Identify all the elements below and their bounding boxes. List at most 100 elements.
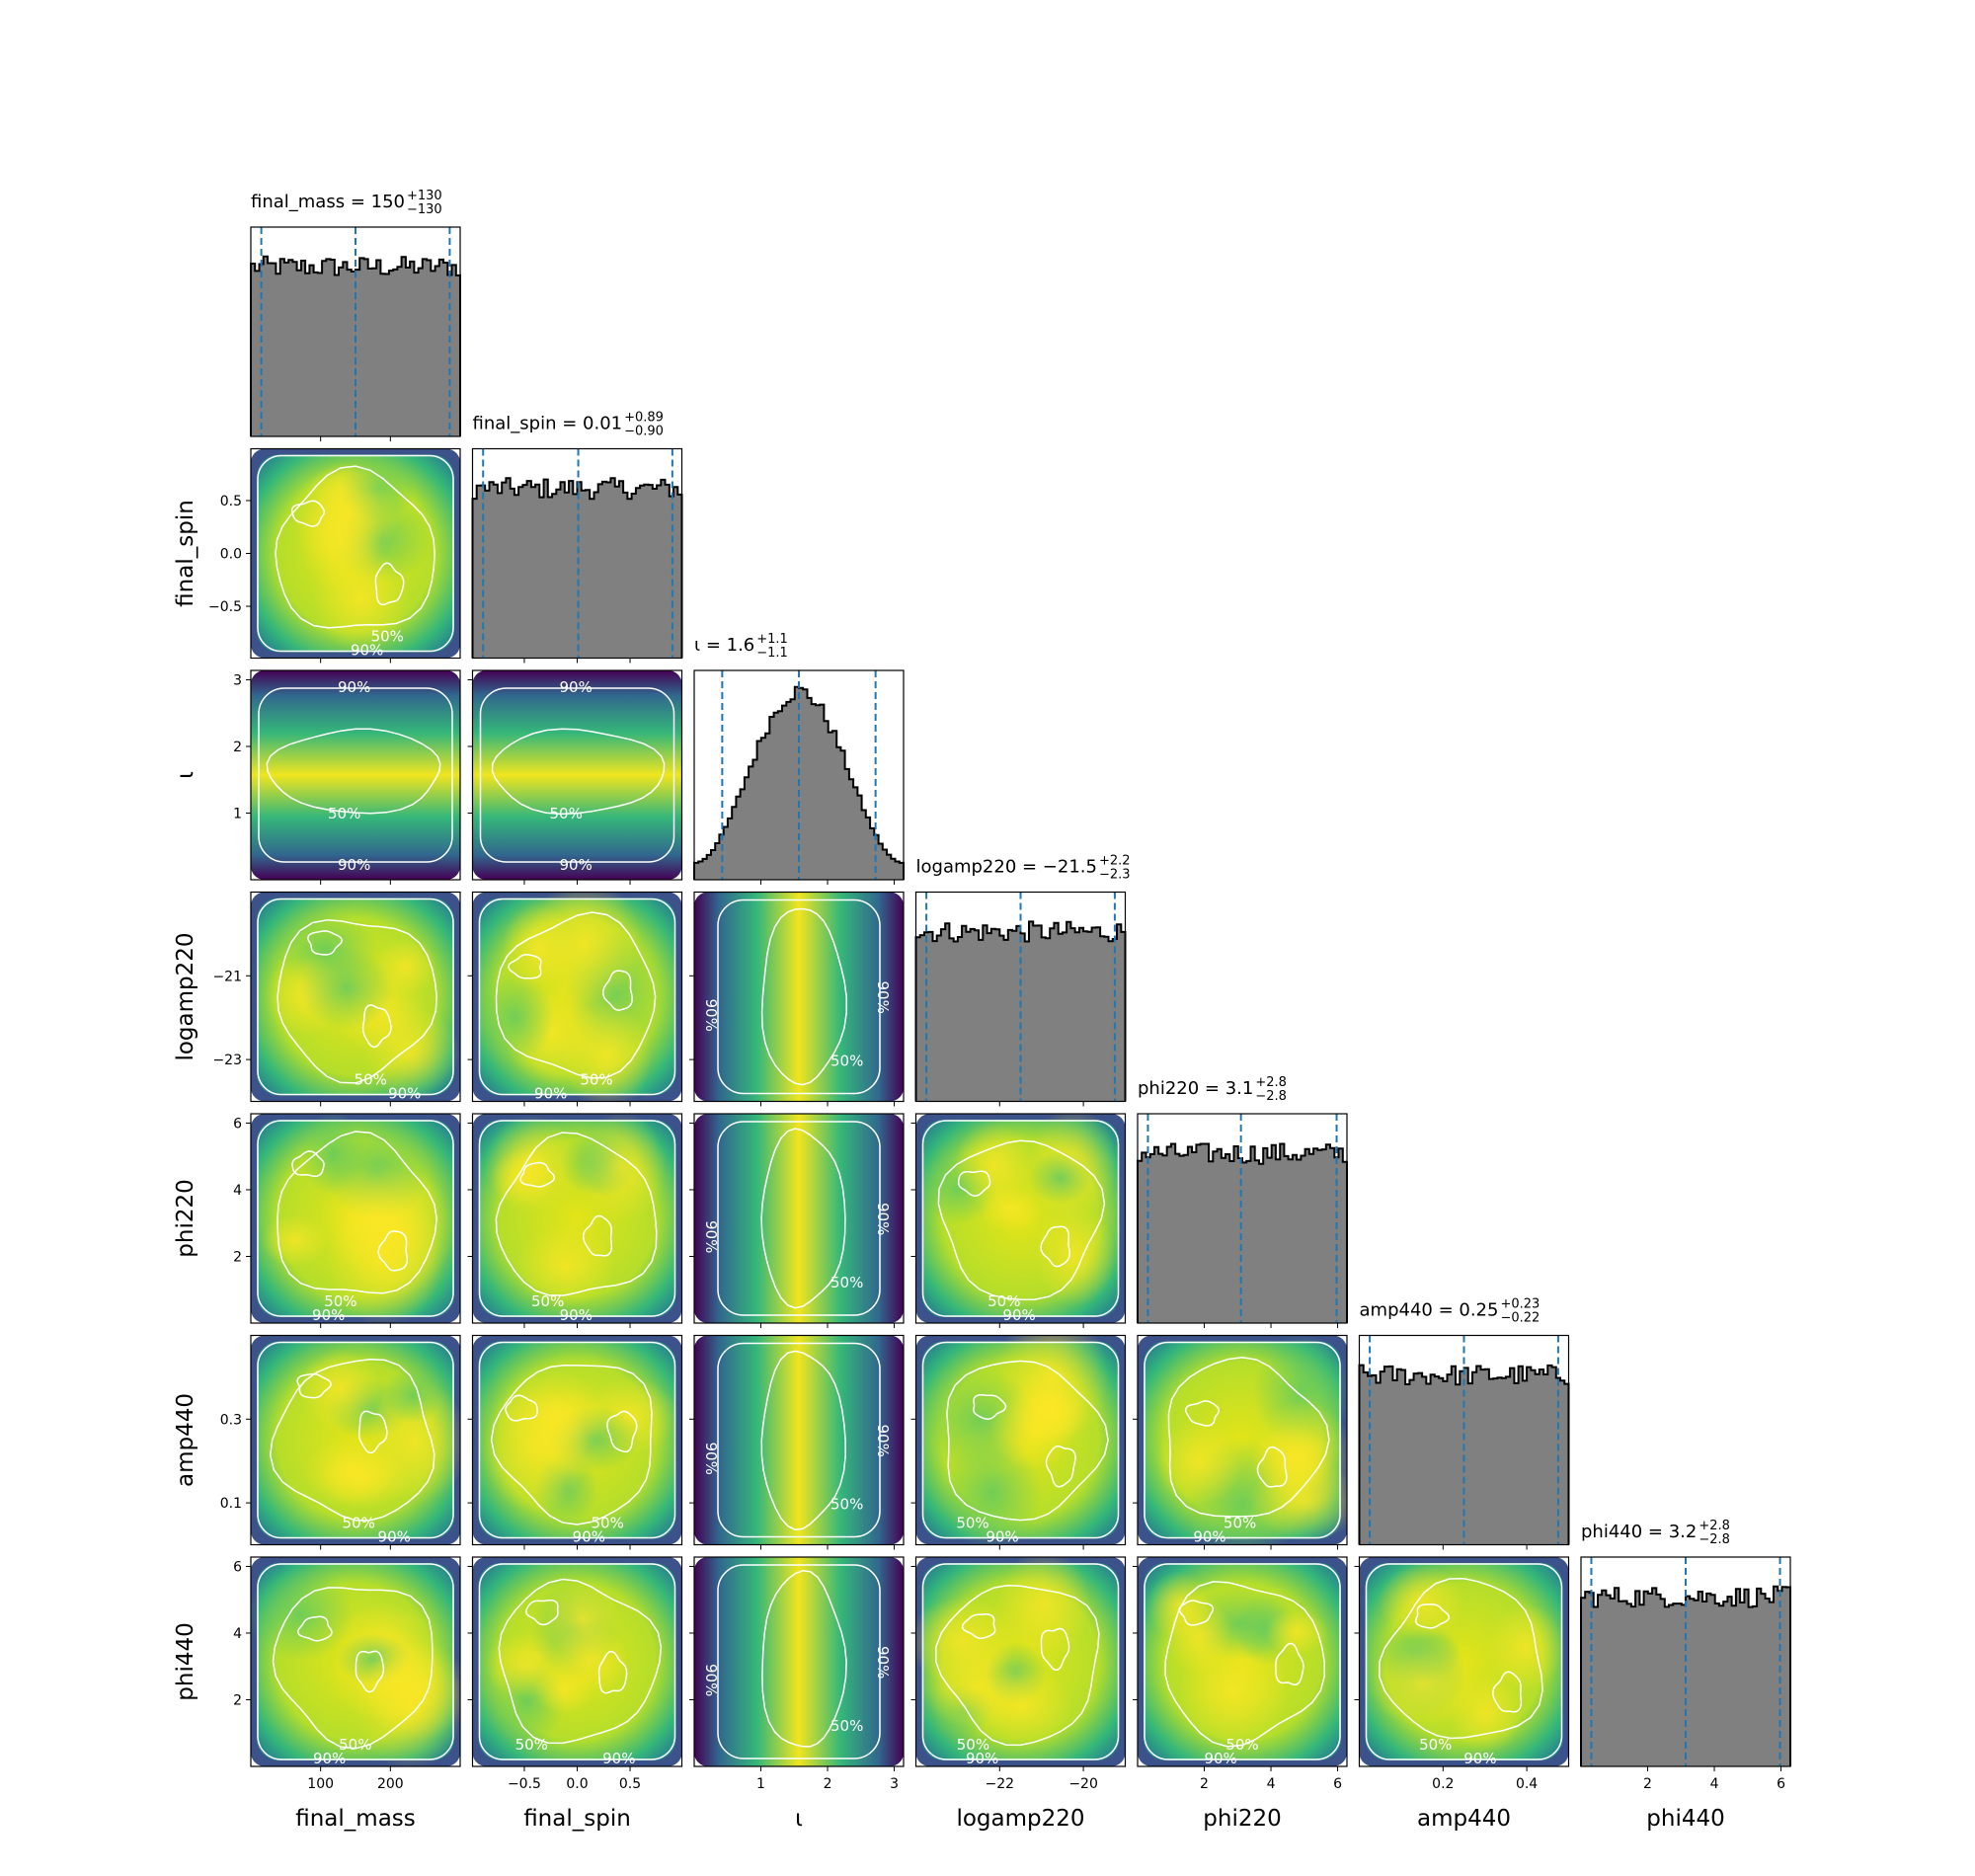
panel-frame <box>693 1334 905 1546</box>
contour-label: 90% <box>338 856 370 874</box>
histogram-fill <box>1581 1586 1790 1766</box>
panel-final_mass-iota: 90% 50% 90% 3 2 1 <box>233 669 461 885</box>
x-tick-label: 2 <box>824 1776 832 1792</box>
histogram-fill <box>915 921 1126 1102</box>
contour-90 <box>478 1341 676 1539</box>
panel-frame <box>250 891 461 1103</box>
contour-50-island <box>597 1650 628 1694</box>
y-tick-label: 3 <box>233 672 242 688</box>
panel-frame <box>1137 1334 1348 1546</box>
contour-label: 50% <box>956 1515 988 1532</box>
y-axis-label-iota: ι <box>173 771 198 779</box>
title-sup: +1.1 <box>756 632 788 647</box>
contour-label: 50% <box>339 1736 371 1754</box>
x-axis-label-phi440: phi440 <box>1646 1806 1724 1832</box>
contour-90 <box>1144 1341 1341 1539</box>
y-tick-label: 4 <box>233 1183 242 1199</box>
contour-50 <box>495 1132 658 1296</box>
panel-final_spin-logamp220: 50% 90% <box>467 891 683 1107</box>
panel-frame <box>693 891 905 1103</box>
title-sub: −0.90 <box>624 425 664 439</box>
title-sub: −2.3 <box>1099 868 1131 883</box>
contour-90 <box>478 1120 676 1317</box>
contour-50-island <box>296 1615 333 1642</box>
panel-amp440-amp440: amp440 = 0.25 +0.23−0.22 <box>1358 1297 1570 1550</box>
contour-50 <box>760 907 847 1086</box>
contour-label: 90% <box>560 856 592 874</box>
title-sup: +0.89 <box>624 411 664 426</box>
panel-frame <box>250 669 461 881</box>
contour-label: 90% <box>351 642 383 660</box>
contour-50 <box>761 1570 847 1748</box>
y-axis-label-logamp220: logamp220 <box>173 932 198 1060</box>
contour-label: 50% <box>592 1515 624 1532</box>
histogram-frame <box>1358 1334 1570 1546</box>
contour-50-island <box>307 930 343 956</box>
contour-50 <box>760 1350 846 1531</box>
x-axis-label-logamp220: logamp220 <box>956 1806 1084 1832</box>
title-sub: −130 <box>407 202 442 217</box>
panel-frame <box>693 1556 905 1767</box>
y-tick-label: −21 <box>212 969 242 984</box>
density-logamp220-phi220 <box>915 1114 1126 1323</box>
histogram-phi220 <box>1137 1114 1348 1323</box>
contour-label: 50% <box>957 1736 989 1754</box>
density-final_mass-phi440 <box>251 1557 460 1766</box>
contour-90 <box>478 898 676 1096</box>
contour-90 <box>921 1341 1120 1539</box>
contour-90 <box>717 899 881 1095</box>
x-tick-label: 6 <box>1777 1776 1785 1792</box>
x-tick-label: 0.2 <box>1432 1776 1454 1792</box>
histogram-phi440 <box>1580 1557 1791 1766</box>
contour-label: 90% <box>378 1528 411 1546</box>
y-tick-label: 1 <box>233 806 242 821</box>
histogram-frame <box>250 226 461 437</box>
title-iota: ι = 1.6 <box>694 635 754 656</box>
contour-50 <box>498 1578 663 1745</box>
panel-frame <box>250 1113 461 1324</box>
y-tick-label: 6 <box>233 1116 242 1132</box>
contour-label: 90% <box>874 981 892 1014</box>
panel-iota-logamp220: 90% 90% 50% <box>689 891 905 1107</box>
contour-label: 90% <box>1193 1528 1225 1546</box>
density-phi220-phi440 <box>1138 1557 1347 1766</box>
panels: final_mass = 150 +130−13050%90%0.50.0−0.5… <box>173 189 1791 1832</box>
contour-label: 90% <box>874 1203 892 1235</box>
density-iota-phi440 <box>694 1557 904 1766</box>
title-amp440: amp440 = 0.25 <box>1360 1300 1499 1321</box>
y-tick-label: 2 <box>233 1692 242 1708</box>
histogram-fill <box>1138 1143 1347 1323</box>
contour-50-island <box>519 1161 556 1188</box>
y-axis-label-amp440: amp440 <box>173 1393 198 1487</box>
y-tick-label: 2 <box>233 740 242 755</box>
panel-logamp220-phi440: 50%90% −22 −20 <box>910 1556 1127 1792</box>
y-tick-label: −0.5 <box>208 599 242 615</box>
contour-label: 50% <box>988 1292 1020 1310</box>
x-tick-label: −22 <box>986 1776 1015 1792</box>
y-axis-label-phi220: phi220 <box>173 1179 198 1257</box>
contour-50 <box>1167 1357 1330 1518</box>
x-tick-label: 0.0 <box>566 1776 588 1792</box>
panel-logamp220-phi220: 50%90% <box>910 1113 1127 1328</box>
contour-50 <box>272 1587 434 1750</box>
contour-90 <box>257 898 454 1096</box>
contour-50 <box>276 1131 437 1294</box>
panel-iota-amp440: 90% 90% 50% <box>689 1334 905 1550</box>
x-tick-label: 4 <box>1267 1776 1276 1792</box>
histogram-amp440 <box>1358 1335 1570 1545</box>
contour-90 <box>1365 1563 1563 1760</box>
y-tick-label: 0.5 <box>220 494 242 509</box>
contour-50 <box>1379 1578 1543 1740</box>
x-axis-label-iota: ι <box>795 1806 803 1832</box>
y-axis-label-final_spin: final_spin <box>173 500 198 607</box>
contour-label: 90% <box>1204 1750 1236 1767</box>
x-axis-label-final_mass: final_mass <box>295 1806 416 1832</box>
panel-final_spin-amp440: 50%90% <box>467 1334 683 1550</box>
title-sup: +2.8 <box>1698 1519 1730 1533</box>
title-sub: −0.22 <box>1500 1311 1540 1326</box>
panel-logamp220-logamp220: logamp220 = −21.5 +2.2−2.3 <box>914 854 1131 1107</box>
panel-iota-iota: ι = 1.6 +1.1−1.1 <box>693 632 905 885</box>
contour-50 <box>491 728 666 816</box>
contour-label: 50% <box>1419 1736 1452 1754</box>
